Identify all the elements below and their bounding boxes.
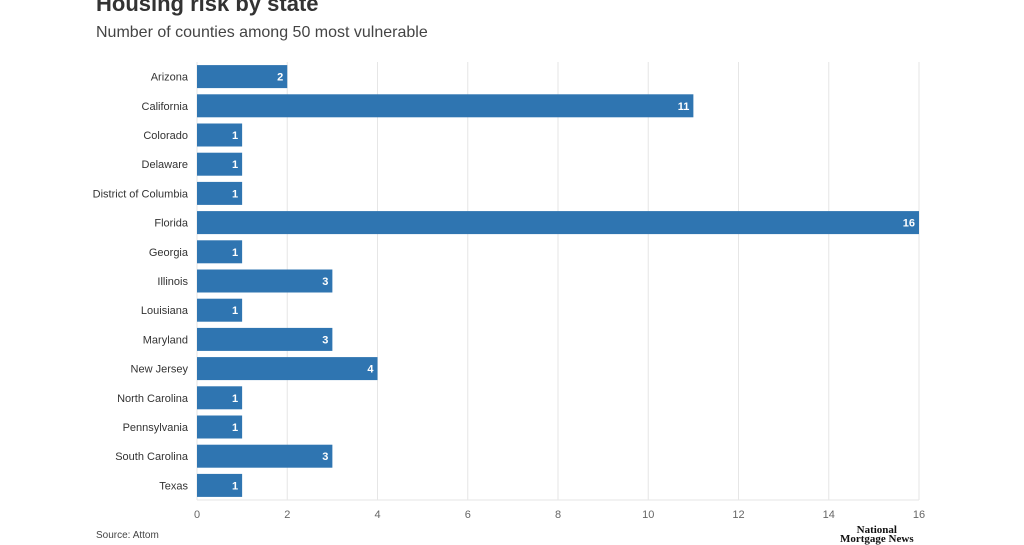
data-label: 1 — [232, 480, 238, 492]
category-label: Florida — [154, 218, 189, 230]
category-label: District of Columbia — [93, 188, 189, 200]
x-tick-label: 8 — [555, 509, 561, 521]
x-tick-label: 14 — [823, 509, 835, 521]
category-label: Texas — [159, 480, 188, 492]
x-tick-label: 6 — [465, 509, 471, 521]
data-label: 3 — [322, 276, 328, 288]
category-label: Delaware — [142, 159, 188, 171]
data-label: 1 — [232, 130, 238, 142]
chart-subtitle: Number of counties among 50 most vulnera… — [96, 24, 428, 41]
x-tick-label: 2 — [284, 509, 290, 521]
data-label: 4 — [367, 364, 374, 376]
data-label: 1 — [232, 159, 238, 171]
data-label: 1 — [232, 422, 238, 434]
x-tick-label: 4 — [374, 509, 380, 521]
data-label: 1 — [232, 393, 238, 405]
category-label: Arizona — [151, 72, 189, 84]
data-label: 11 — [678, 101, 690, 113]
category-label: South Carolina — [115, 451, 189, 463]
category-label: Colorado — [143, 130, 188, 142]
bar — [197, 415, 243, 439]
category-label: California — [142, 101, 189, 113]
x-tick-label: 12 — [732, 509, 744, 521]
data-label: 1 — [232, 188, 238, 200]
bar — [197, 152, 243, 176]
source-note: Source: Attom — [96, 530, 159, 541]
category-label: New Jersey — [131, 364, 189, 376]
bar — [197, 65, 288, 89]
data-label: 1 — [232, 247, 238, 259]
x-tick-label: 0 — [194, 509, 200, 521]
data-label: 2 — [277, 72, 283, 84]
bar — [197, 386, 243, 410]
bar — [197, 444, 333, 468]
publisher-logo: National Mortgage News — [840, 524, 914, 545]
chart-title: Housing risk by state — [96, 0, 319, 16]
bar — [197, 240, 243, 264]
data-label: 1 — [232, 305, 238, 317]
x-tick-label: 16 — [913, 509, 925, 521]
bar — [197, 473, 243, 497]
bar — [197, 211, 919, 235]
x-tick-label: 10 — [642, 509, 654, 521]
bar — [197, 181, 243, 205]
data-label: 16 — [903, 218, 915, 230]
bar — [197, 357, 378, 381]
bar — [197, 269, 333, 293]
category-label: Pennsylvania — [123, 422, 189, 434]
category-label: Georgia — [149, 247, 189, 259]
data-label: 3 — [322, 451, 328, 463]
category-label: North Carolina — [117, 393, 189, 405]
category-label: Illinois — [157, 276, 188, 288]
bar — [197, 327, 333, 351]
data-label: 3 — [322, 334, 328, 346]
category-label: Louisiana — [141, 305, 189, 317]
bar — [197, 298, 243, 322]
category-label: Maryland — [143, 334, 188, 346]
bar — [197, 123, 243, 147]
bar — [197, 94, 694, 118]
